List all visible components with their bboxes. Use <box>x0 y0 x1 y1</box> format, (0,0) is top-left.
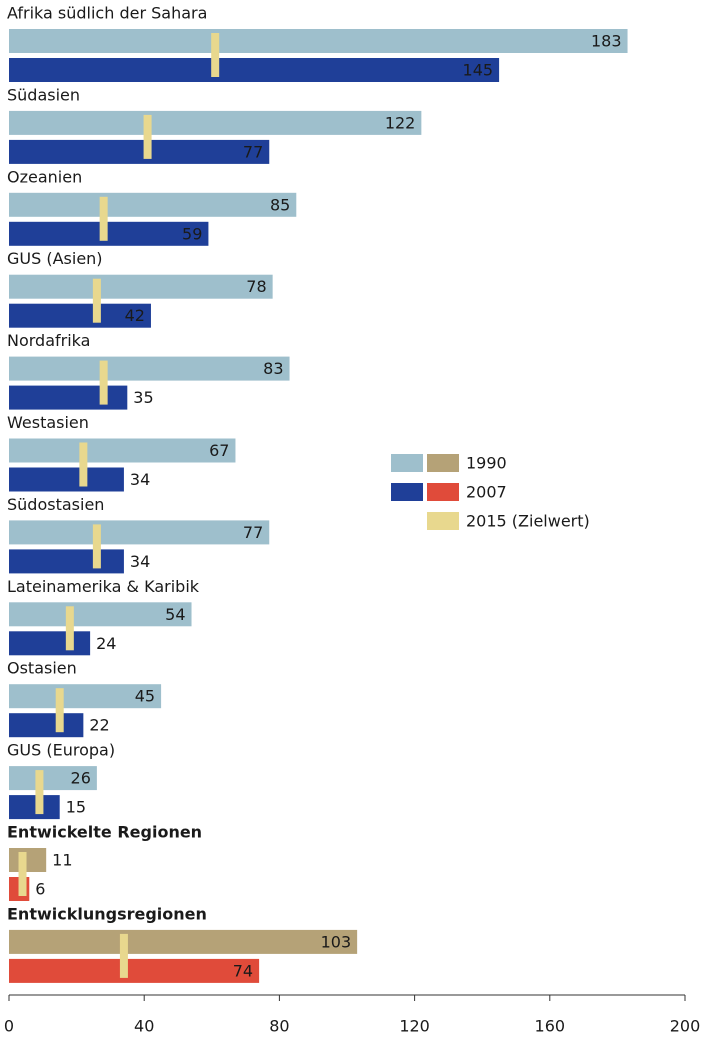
value-label: 83 <box>263 359 283 378</box>
bar <box>9 929 358 954</box>
bar <box>9 29 628 53</box>
value-label: 74 <box>233 961 253 980</box>
value-label: 11 <box>52 851 72 870</box>
value-label: 78 <box>246 277 266 296</box>
bar <box>9 602 192 627</box>
bar <box>9 467 124 492</box>
bar <box>9 139 270 164</box>
x-tick-label: 80 <box>269 1017 289 1036</box>
legend-label: 2015 (Zielwert) <box>466 512 590 531</box>
bar <box>9 766 97 791</box>
value-label: 122 <box>385 113 416 132</box>
bar <box>9 192 297 217</box>
legend-label: 2007 <box>466 483 507 502</box>
value-label: 59 <box>182 224 202 243</box>
bar <box>9 958 260 983</box>
x-tick-label: 40 <box>134 1017 154 1036</box>
value-label: 34 <box>130 470 150 489</box>
value-label: 77 <box>243 142 263 161</box>
value-label: 6 <box>35 880 45 899</box>
legend-label: 1990 <box>466 454 507 473</box>
category-label: Entwicklungsregionen <box>7 904 207 923</box>
value-label: 24 <box>96 634 116 653</box>
category-label: Südasien <box>7 85 80 104</box>
category-label: GUS (Asien) <box>7 249 103 268</box>
target-marker <box>55 688 64 733</box>
category-label: Lateinamerika & Karibik <box>7 577 200 596</box>
value-label: 103 <box>321 932 352 951</box>
legend-swatch <box>391 454 423 472</box>
target-marker <box>99 196 108 241</box>
target-marker <box>143 114 152 159</box>
bar <box>9 58 500 82</box>
target-marker <box>99 360 108 405</box>
target-marker <box>119 933 128 978</box>
bar <box>9 221 209 246</box>
category-label: GUS (Europa) <box>7 741 115 760</box>
value-label: 45 <box>135 687 155 706</box>
category-label: Ozeanien <box>7 167 82 186</box>
bar <box>9 438 236 463</box>
value-label: 26 <box>71 769 91 788</box>
value-label: 67 <box>209 441 229 460</box>
value-label: 85 <box>270 195 290 214</box>
category-label: Südostasien <box>7 495 104 514</box>
bar <box>9 385 128 410</box>
bar <box>9 520 270 545</box>
value-label: 42 <box>125 306 145 325</box>
category-label: Ostasien <box>7 659 77 678</box>
legend-swatch <box>427 483 459 501</box>
bar <box>9 631 91 656</box>
target-marker <box>92 278 101 323</box>
x-tick-label: 0 <box>4 1017 14 1036</box>
bar <box>9 303 151 328</box>
value-label: 145 <box>463 61 494 80</box>
target-marker <box>35 770 44 815</box>
bar <box>9 549 124 574</box>
category-label: Westasien <box>7 413 89 432</box>
category-label: Nordafrika <box>7 331 90 350</box>
value-label: 54 <box>165 605 185 624</box>
value-label: 15 <box>66 798 86 817</box>
category-label: Entwickelte Regionen <box>7 823 202 842</box>
target-marker <box>211 33 220 77</box>
x-tick-label: 200 <box>670 1017 701 1036</box>
bar <box>9 274 273 299</box>
legend-swatch <box>427 454 459 472</box>
target-marker <box>79 442 88 487</box>
bar <box>9 356 290 381</box>
legend-swatch <box>391 483 423 501</box>
target-marker <box>65 606 74 651</box>
value-label: 22 <box>89 716 109 735</box>
value-label: 35 <box>133 388 153 407</box>
x-tick-label: 120 <box>399 1017 430 1036</box>
value-label: 34 <box>130 552 150 571</box>
bar <box>9 795 60 820</box>
target-marker <box>92 524 101 569</box>
bar <box>9 110 422 135</box>
value-label: 77 <box>243 523 263 542</box>
bar <box>9 713 84 738</box>
value-label: 183 <box>591 32 622 51</box>
x-tick-label: 160 <box>535 1017 566 1036</box>
category-label: Afrika südlich der Sahara <box>7 4 207 23</box>
legend-swatch <box>427 512 459 530</box>
bar <box>9 684 162 709</box>
bar <box>9 848 47 872</box>
target-marker <box>18 852 27 896</box>
